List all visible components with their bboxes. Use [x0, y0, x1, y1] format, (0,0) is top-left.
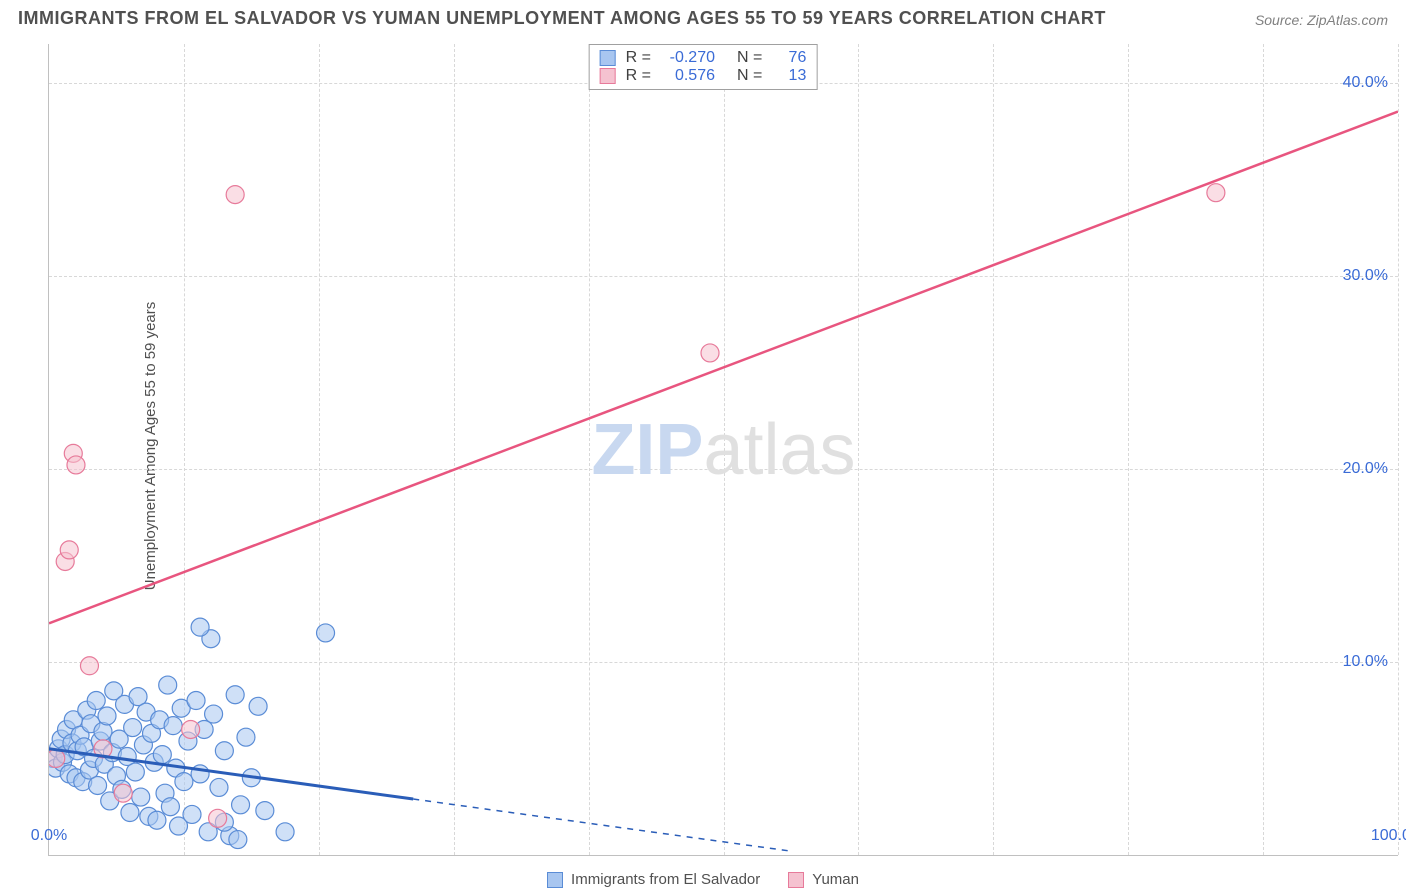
correlation-stats-box: R =-0.270N =76R =0.576N =13 — [589, 44, 818, 90]
bottom-legend: Immigrants from El Salvador Yuman — [0, 871, 1406, 888]
legend-item: Yuman — [788, 871, 859, 888]
stats-row: R =-0.270N =76 — [600, 49, 807, 67]
y-tick-label: 40.0% — [1343, 74, 1388, 92]
x-tick-label: 0.0% — [31, 827, 67, 845]
scatter-plot — [49, 44, 1398, 855]
x-tick-label: 100.0% — [1371, 827, 1406, 845]
legend-item: Immigrants from El Salvador — [547, 871, 760, 888]
chart-title: IMMIGRANTS FROM EL SALVADOR VS YUMAN UNE… — [18, 8, 1106, 29]
source-label: Source: ZipAtlas.com — [1255, 12, 1388, 28]
stats-row: R =0.576N =13 — [600, 67, 807, 85]
y-tick-label: 20.0% — [1343, 460, 1388, 478]
y-tick-label: 30.0% — [1343, 267, 1388, 285]
y-tick-label: 10.0% — [1343, 653, 1388, 671]
plot-area: ZIPatlas 10.0%20.0%30.0%40.0%0.0%100.0% — [48, 44, 1398, 856]
